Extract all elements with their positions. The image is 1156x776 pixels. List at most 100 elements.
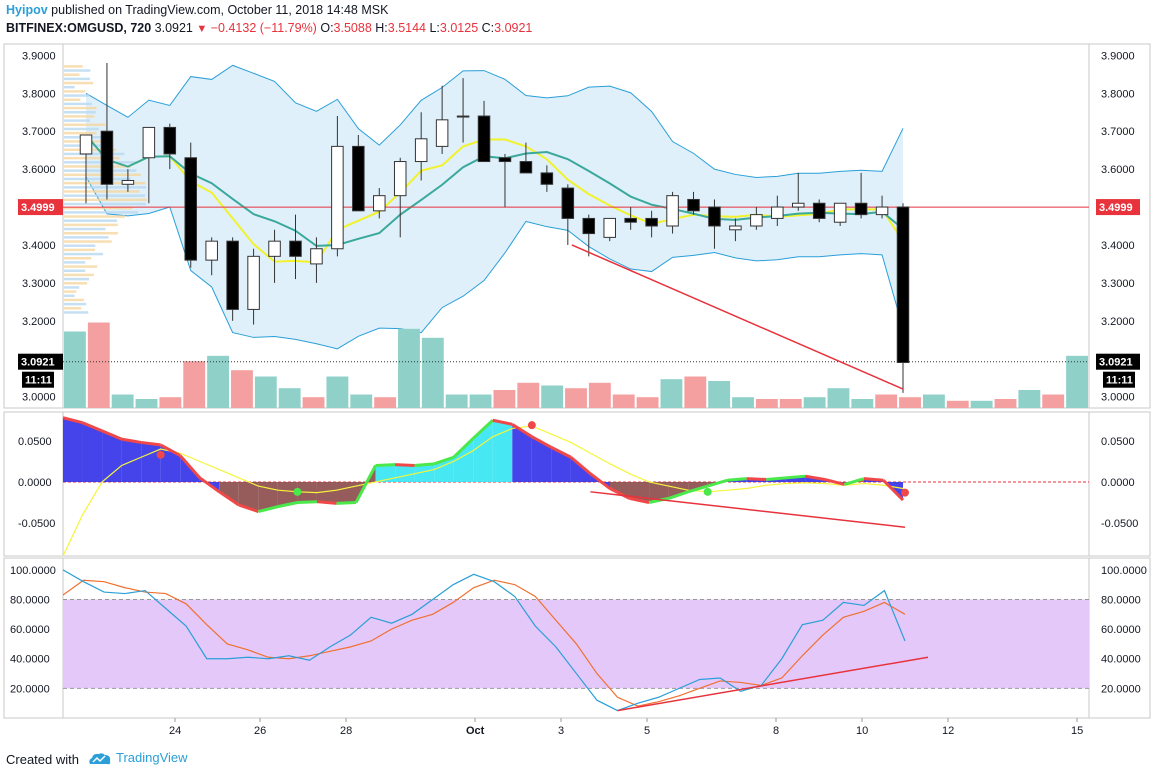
price-axis-tick-left: 3.0000 bbox=[22, 392, 56, 404]
rsi-axis-tick-right: 60.0000 bbox=[1101, 624, 1141, 636]
macd-axis-tick-left: 0.0000 bbox=[18, 477, 52, 489]
volume-profile-bar bbox=[64, 73, 80, 76]
candle-body bbox=[772, 207, 784, 218]
volume-profile-bar bbox=[64, 115, 94, 118]
candle-body bbox=[688, 199, 700, 210]
candle-body bbox=[374, 196, 386, 211]
volume-profile-bar bbox=[64, 270, 85, 273]
volume-bar bbox=[756, 399, 778, 408]
volume-profile-bar bbox=[64, 240, 112, 243]
rsi-axis-tick-left: 20.0000 bbox=[10, 683, 50, 695]
last-tag-right: 3.0921 bbox=[1099, 357, 1133, 369]
volume-profile-bar bbox=[64, 94, 89, 97]
price-axis-tick-right: 3.4000 bbox=[1101, 240, 1135, 252]
volume-profile-bar bbox=[64, 257, 91, 260]
candle-body bbox=[248, 256, 260, 309]
candle-body bbox=[185, 158, 197, 260]
rsi-axis-tick-left: 80.0000 bbox=[10, 594, 50, 606]
candle-body bbox=[876, 207, 888, 215]
volume-bar bbox=[112, 395, 134, 409]
volume-profile-bar bbox=[64, 69, 90, 72]
price-axis-tick-left: 3.4000 bbox=[22, 240, 56, 252]
volume-profile-bar bbox=[64, 236, 108, 239]
volume-bar bbox=[1018, 390, 1040, 408]
candle-body bbox=[394, 162, 406, 196]
volume-profile-bar bbox=[64, 169, 136, 172]
volume-profile-bar bbox=[64, 249, 95, 252]
volume-bar bbox=[374, 397, 396, 408]
volume-bar bbox=[589, 383, 611, 408]
volume-profile-bar bbox=[64, 153, 124, 156]
volume-bar bbox=[422, 338, 444, 408]
volume-bar bbox=[851, 399, 873, 408]
macd-line-segment bbox=[766, 478, 786, 480]
price-axis-tick-left: 3.3000 bbox=[22, 278, 56, 290]
volume-bar bbox=[995, 399, 1017, 408]
macd-cross-dot bbox=[901, 489, 909, 497]
volume-bar bbox=[279, 388, 301, 408]
candle-body bbox=[520, 162, 532, 173]
volume-profile-bar bbox=[64, 78, 90, 81]
volume-profile-bar bbox=[64, 103, 92, 106]
rsi-axis-tick-right: 40.0000 bbox=[1101, 654, 1141, 666]
rsi-axis-tick-left: 60.0000 bbox=[10, 624, 50, 636]
volume-bar bbox=[541, 386, 563, 409]
volume-profile-bar bbox=[64, 299, 84, 302]
candle-body bbox=[353, 146, 365, 210]
volume-profile-bar bbox=[64, 194, 145, 197]
volume-profile-bar bbox=[64, 128, 99, 131]
candle-body bbox=[499, 158, 511, 162]
volume-profile-bar bbox=[64, 219, 117, 222]
volume-profile-bar bbox=[64, 178, 131, 181]
candle-body bbox=[897, 207, 909, 362]
price-axis-tick-left: 3.6000 bbox=[22, 164, 56, 176]
price-axis-tick-right: 3.3000 bbox=[1101, 278, 1135, 290]
macd-axis-tick-right: -0.0500 bbox=[1101, 518, 1138, 530]
price-axis-tick-right: 3.0000 bbox=[1101, 392, 1135, 404]
macd-axis-tick-right: 0.0000 bbox=[1101, 477, 1135, 489]
rsi-axis-tick-left: 40.0000 bbox=[10, 654, 50, 666]
volume-profile-bar bbox=[64, 253, 103, 256]
macd-line-segment bbox=[336, 503, 356, 504]
volume-bar bbox=[875, 395, 897, 409]
candle-body bbox=[415, 139, 427, 162]
chart-canvas[interactable]: 3.9000 3.9000 3.8000 3.8000 3.7000 3.7000 3.60… bbox=[0, 0, 1156, 744]
volume-profile-bar bbox=[64, 124, 105, 127]
volume-profile-bar bbox=[64, 111, 96, 114]
volume-profile-bar bbox=[64, 98, 80, 101]
volume-bar bbox=[207, 356, 229, 408]
candle-body bbox=[583, 218, 595, 233]
volume-bar bbox=[947, 401, 969, 408]
candle-body bbox=[625, 218, 637, 222]
price-tag-left: 3.4999 bbox=[21, 202, 55, 214]
price-axis-tick-right: 3.8000 bbox=[1101, 88, 1135, 100]
macd-line-segment bbox=[864, 479, 884, 481]
volume-profile-bar bbox=[64, 307, 81, 310]
candle-body bbox=[101, 131, 113, 184]
created-with-label: Created with bbox=[6, 752, 79, 767]
candle-body bbox=[80, 135, 92, 154]
volume-bar bbox=[446, 395, 468, 409]
volume-bar bbox=[899, 397, 921, 408]
volume-profile-bar bbox=[64, 265, 97, 268]
candle-body bbox=[709, 207, 721, 226]
tradingview-logo[interactable]: TradingView bbox=[88, 750, 188, 766]
volume-profile-bar bbox=[64, 232, 118, 235]
candle-body bbox=[646, 218, 658, 226]
macd-line-segment bbox=[786, 476, 806, 478]
candle-body bbox=[813, 203, 825, 218]
volume-bar bbox=[780, 399, 802, 408]
time-axis-tick: 3 bbox=[558, 725, 564, 737]
volume-bar bbox=[159, 397, 181, 408]
macd-hist-segment bbox=[395, 465, 415, 482]
volume-bar bbox=[231, 370, 253, 408]
volume-profile-bar bbox=[64, 295, 75, 298]
candle-body bbox=[541, 173, 553, 184]
brand-name: TradingView bbox=[116, 750, 188, 765]
candle-body bbox=[604, 218, 616, 237]
rsi-axis-tick-right: 20.0000 bbox=[1101, 683, 1141, 695]
rsi-axis-tick-right: 80.0000 bbox=[1101, 594, 1141, 606]
price-axis-tick-left: 3.2000 bbox=[22, 316, 56, 328]
timer-tag-right: 11:11 bbox=[1106, 375, 1133, 387]
price-axis-tick-left: 3.7000 bbox=[22, 126, 56, 138]
